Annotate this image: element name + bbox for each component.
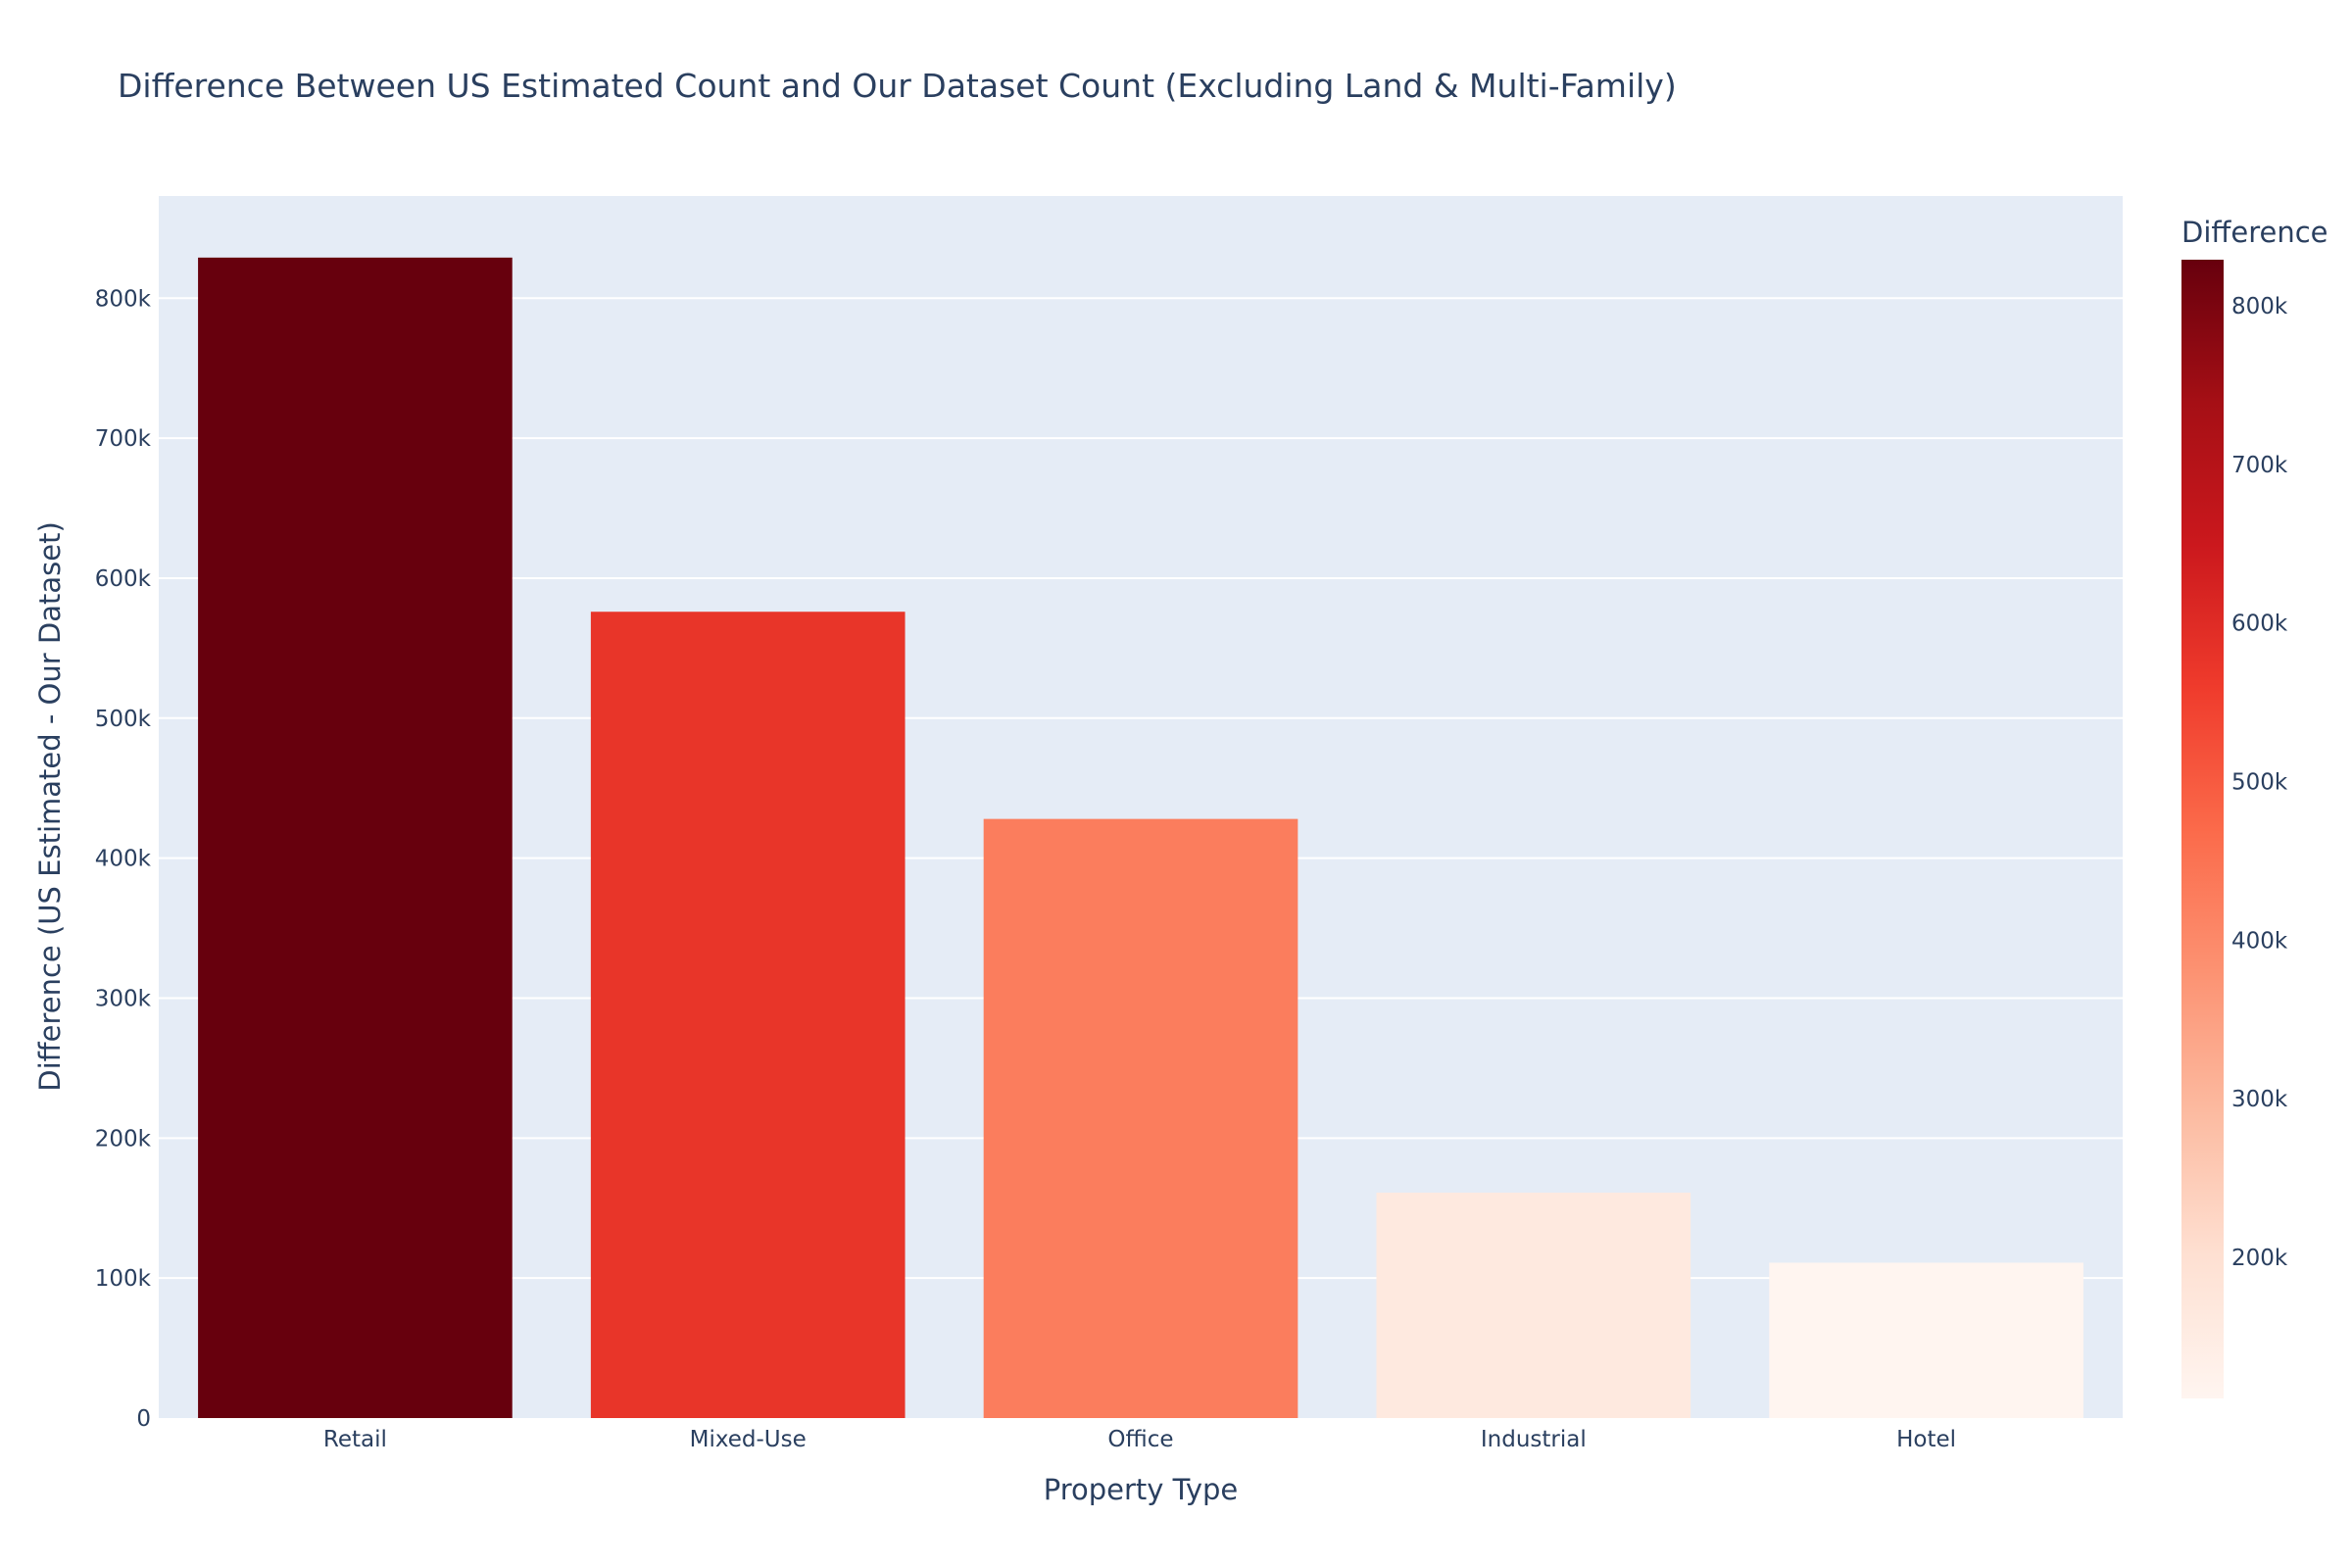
y-tick-label: 800k	[95, 286, 152, 312]
colorbar-tick-label: 500k	[2231, 769, 2288, 795]
colorbar-gradient	[2181, 260, 2224, 1398]
y-tick-label: 0	[136, 1406, 151, 1432]
bar-retail	[198, 257, 513, 1418]
bar-office	[983, 818, 1298, 1418]
colorbar-tick-label: 700k	[2231, 453, 2288, 478]
y-tick-label: 200k	[95, 1126, 152, 1152]
colorbar-tick-label: 400k	[2231, 928, 2288, 954]
colorbar-tick-label: 800k	[2231, 294, 2288, 319]
x-tick-label: Mixed-Use	[690, 1427, 807, 1452]
y-tick-label: 500k	[95, 707, 152, 732]
x-tick-label: Hotel	[1896, 1427, 1956, 1452]
colorbar-ticks: 200k 300k 400k 500k 600k 700k 800k	[2231, 294, 2288, 1271]
y-tick-label: 600k	[95, 566, 152, 592]
bar-industrial	[1376, 1193, 1691, 1418]
y-tick-label: 400k	[95, 847, 152, 872]
x-axis-title: Property Type	[1044, 1473, 1239, 1506]
colorbar-tick-label: 200k	[2231, 1246, 2288, 1271]
bar-mixed-use	[590, 612, 906, 1418]
colorbar-title: Difference	[2181, 216, 2328, 249]
y-axis-title: Difference (US Estimated - Our Dataset)	[33, 521, 67, 1092]
colorbar: Difference 200k 300k 400k 500k 600k 700k 800k	[2181, 216, 2328, 1398]
x-tick-label: Industrial	[1481, 1427, 1587, 1452]
y-tick-label: 100k	[95, 1266, 152, 1292]
bar-hotel	[1769, 1262, 2083, 1418]
colorbar-tick-label: 300k	[2231, 1087, 2288, 1112]
colorbar-tick-label: 600k	[2231, 612, 2288, 637]
x-tick-label: Retail	[323, 1427, 387, 1452]
y-tick-label: 300k	[95, 986, 152, 1011]
y-tick-label: 700k	[95, 426, 152, 452]
y-axis-ticks: 0 100k 200k 300k 400k 500k 600k 700k 800k	[95, 286, 152, 1432]
x-axis-ticks: Retail Mixed-Use Office Industrial Hotel	[323, 1427, 1956, 1452]
chart-title: Difference Between US Estimated Count an…	[118, 67, 1677, 105]
x-tick-label: Office	[1107, 1427, 1173, 1452]
bars	[198, 257, 2083, 1418]
